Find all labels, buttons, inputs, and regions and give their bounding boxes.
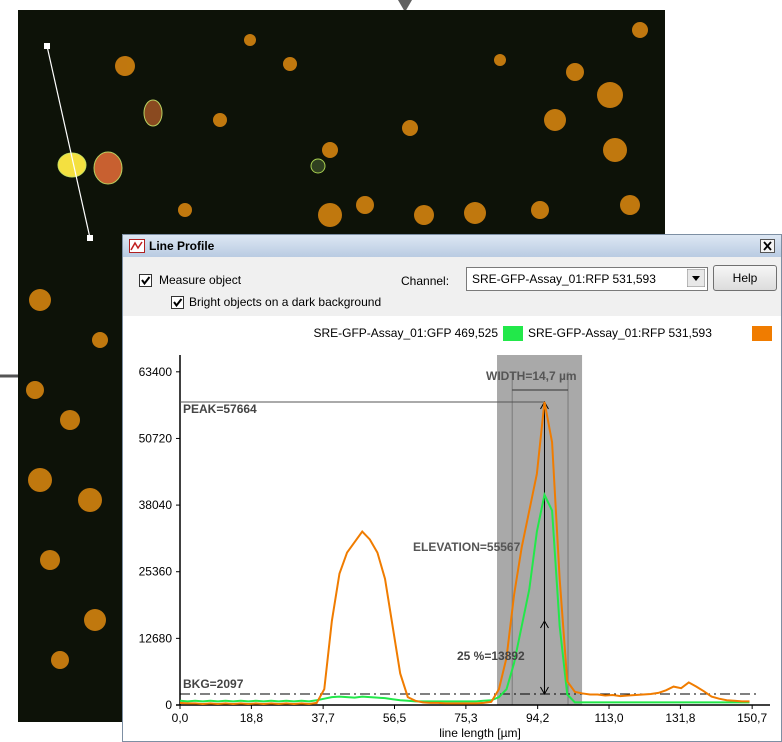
title-bar: Line Profile: [123, 235, 781, 257]
checkbox-label: Bright objects on a dark background: [189, 295, 381, 309]
screen: Line Profile Measure object Bright objec…: [0, 0, 782, 742]
channel-select[interactable]: SRE-GFP-Assay_01:RFP 531,593: [466, 267, 708, 291]
window-title: Line Profile: [149, 239, 214, 253]
checkbox[interactable]: [139, 274, 152, 287]
plot-area: [123, 316, 781, 741]
cell-highlight: [94, 152, 122, 184]
channel-label: Channel:: [401, 274, 449, 288]
close-button[interactable]: [760, 239, 775, 253]
checkbox-label: Measure object: [159, 273, 241, 287]
cell-highlight: [144, 100, 162, 126]
line-profile-window: Line Profile Measure object Bright objec…: [122, 234, 782, 742]
line-handle[interactable]: [44, 43, 50, 49]
help-button[interactable]: Help: [713, 265, 777, 291]
cell-highlight: [311, 159, 325, 173]
window-icon: [129, 239, 145, 253]
line-handle[interactable]: [87, 235, 93, 241]
channel-value: SRE-GFP-Assay_01:RFP 531,593: [472, 272, 682, 286]
checkbox[interactable]: [171, 296, 184, 309]
dropdown-arrow: [687, 269, 705, 287]
